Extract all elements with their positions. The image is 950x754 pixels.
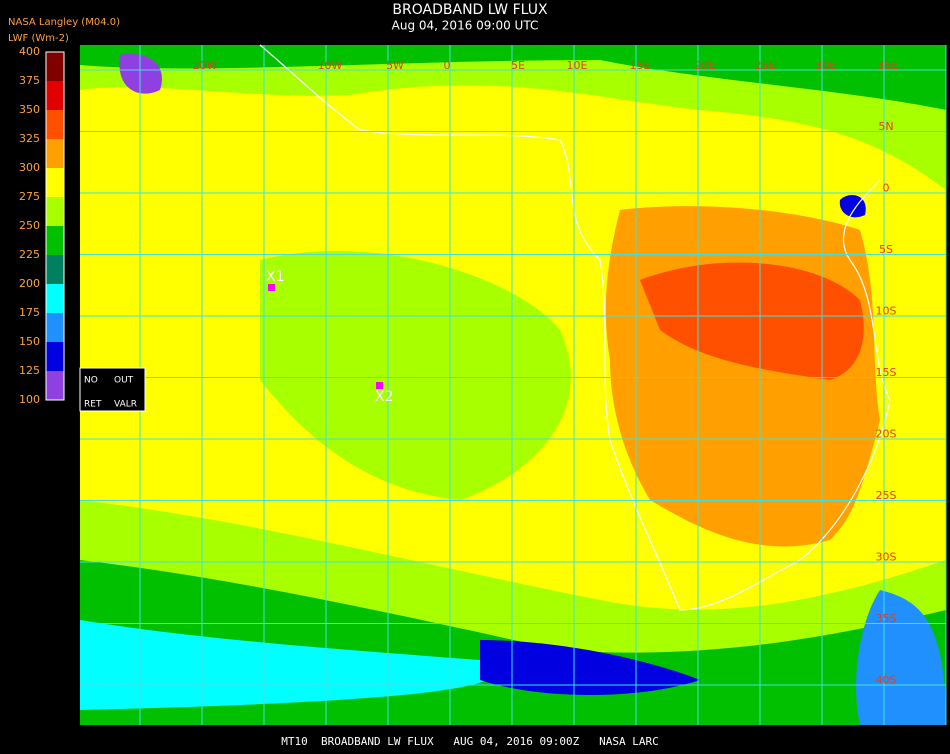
title: BROADBAND LW FLUX bbox=[392, 2, 548, 18]
colorbar-frame bbox=[45, 51, 65, 401]
colorbar-swatch bbox=[46, 313, 64, 342]
colorbar-label: 200 bbox=[19, 277, 40, 290]
colorbar-label: 375 bbox=[19, 74, 40, 87]
status-label: VALR bbox=[114, 400, 137, 410]
lat-label: 30S bbox=[876, 551, 897, 564]
lon-label: 0 bbox=[444, 59, 451, 72]
subtitle: Aug 04, 2016 09:00 UTC bbox=[392, 19, 539, 33]
colorbar-label: 300 bbox=[19, 161, 40, 174]
colorbar-swatch bbox=[46, 342, 64, 371]
lon-label: 5W bbox=[386, 59, 404, 72]
colorbar-label: 175 bbox=[19, 306, 40, 319]
lat-label: 5S bbox=[879, 243, 893, 256]
colorbar-swatch bbox=[46, 110, 64, 139]
lon-label: 15E bbox=[630, 59, 651, 72]
graticule: 20W 10W 5W 0 5E 10E 15E 20E 25E 30E 35E 5N 0 5S 10S 15S… bbox=[80, 45, 947, 725]
colorbar-label: 400 bbox=[19, 45, 40, 58]
marker-label: X1 bbox=[266, 269, 285, 285]
lon-label: 20E bbox=[695, 59, 716, 72]
colorbar-swatch bbox=[46, 371, 64, 400]
status-label: RET bbox=[84, 400, 102, 410]
lat-label: 20S bbox=[876, 428, 897, 441]
lat-label: 25S bbox=[876, 489, 897, 502]
colorbar-swatch bbox=[46, 52, 64, 81]
lat-label: 10S bbox=[876, 305, 897, 318]
marker bbox=[376, 382, 383, 389]
colorbar-label: 250 bbox=[19, 219, 40, 232]
source: NASA Langley (M04.0) bbox=[8, 17, 120, 28]
lon-label: 5E bbox=[511, 59, 525, 72]
status-label: NO bbox=[84, 376, 98, 386]
status-label: OUT bbox=[114, 376, 134, 386]
colorbar-swatch bbox=[46, 226, 64, 255]
colorbar: 400 375 350 325 300 275 250 225 200 175 150 125 100 bbox=[19, 45, 65, 406]
colorbar-label: 225 bbox=[19, 248, 40, 261]
colorbar-swatch bbox=[46, 255, 64, 284]
lon-label: 35E bbox=[878, 59, 899, 72]
colorbar-label: 100 bbox=[19, 393, 40, 406]
colorbar-swatch bbox=[46, 81, 64, 110]
colorbar-label: 350 bbox=[19, 103, 40, 116]
lon-label: 30E bbox=[816, 59, 837, 72]
colorbar-swatch bbox=[46, 168, 64, 197]
colorbar-swatch bbox=[46, 197, 64, 226]
colorbar-label: 125 bbox=[19, 364, 40, 377]
colorbar-swatch bbox=[46, 139, 64, 168]
lat-label: 5N bbox=[878, 120, 893, 133]
units: LWF (Wm-2) bbox=[8, 33, 69, 44]
lon-label: 10E bbox=[567, 59, 588, 72]
lat-label: 0 bbox=[883, 182, 890, 195]
colorbar-label: 150 bbox=[19, 335, 40, 348]
lon-label: 20W bbox=[193, 59, 218, 72]
marker bbox=[268, 284, 275, 291]
status-box: NO OUT RET VALR bbox=[79, 367, 146, 412]
colorbar-label: 325 bbox=[19, 132, 40, 145]
lat-label: 35S bbox=[876, 612, 897, 625]
lon-label: 10W bbox=[318, 59, 343, 72]
colorbar-label: 275 bbox=[19, 190, 40, 203]
lon-label: 25E bbox=[755, 59, 776, 72]
marker-label: X2 bbox=[375, 389, 394, 405]
caption: MT10 BROADBAND LW FLUX AUG 04, 2016 09:0… bbox=[281, 735, 659, 748]
lat-label: 40S bbox=[876, 674, 897, 687]
map: 20W 10W 5W 0 5E 10E 15E 20E 25E 30E 35E 5N 0 5S 10S 15S… bbox=[80, 44, 947, 725]
colorbar-swatch bbox=[46, 284, 64, 313]
lat-label: 15S bbox=[876, 366, 897, 379]
